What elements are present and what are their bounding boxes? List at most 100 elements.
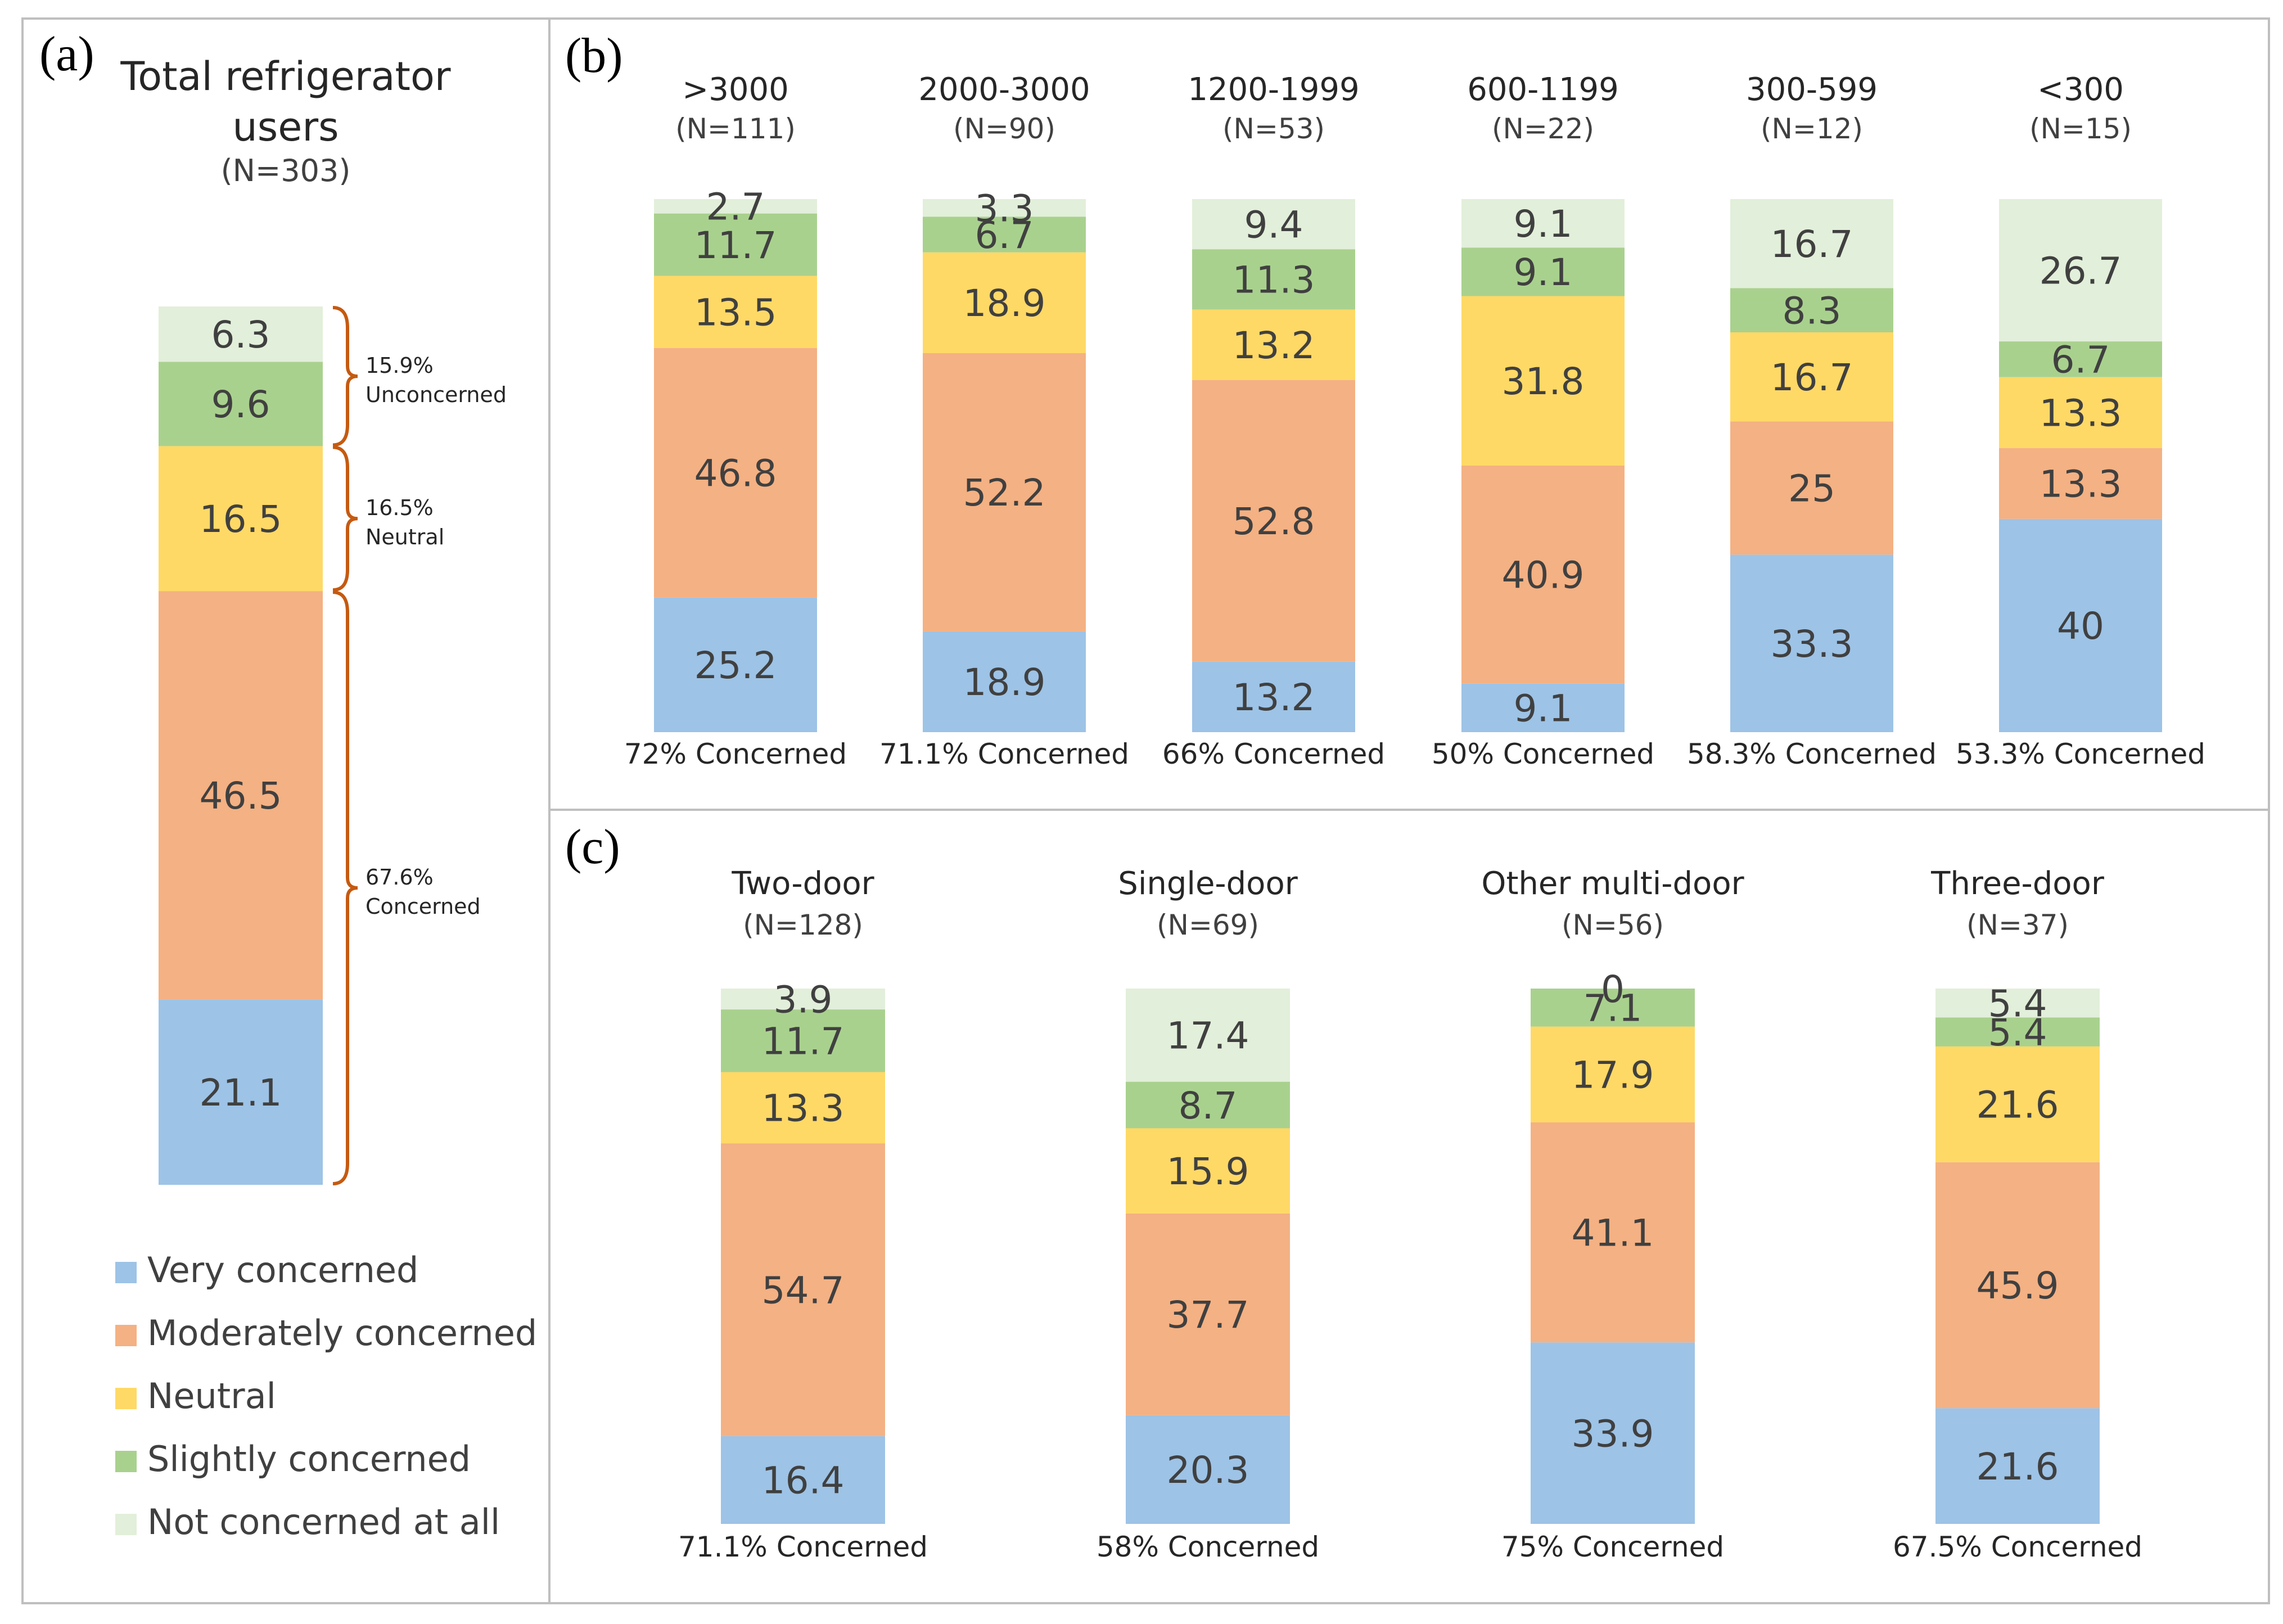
panel-c-bar-2-segment-1	[1126, 1415, 1290, 1524]
panel-c-bar-2-value-label-4: 8.7	[1179, 1084, 1238, 1127]
panel-b-bar-2-segment-4	[923, 216, 1086, 252]
panel-c-bar-1-value-label-4: 11.7	[762, 1020, 845, 1063]
legend-label: Moderately concerned	[147, 1312, 537, 1354]
legend: Very concerned Moderately concerned Neutra…	[115, 1249, 537, 1542]
panel-b-bar-1-segment-4	[654, 213, 817, 276]
panel-b-category-label: 2000-3000	[918, 71, 1090, 108]
panel-c-concerned-label: 58% Concerned	[1097, 1531, 1319, 1563]
panel-b-bar-1-value-label-5: 2.7	[706, 186, 765, 229]
panel-c-bar-3-segment-2	[1531, 1122, 1695, 1343]
panel-c-bar-4-value-label-4: 5.4	[1988, 1011, 2047, 1054]
panel-c-concerned-label: 71.1% Concerned	[678, 1531, 928, 1563]
panel-b-bar-3-value-label-2: 52.8	[1233, 500, 1315, 543]
panel-b-bar-1-segment-1	[654, 597, 817, 732]
panel-c-bar-4-value-label-3: 21.6	[1977, 1084, 2059, 1127]
panel-b-n-label: (N=53)	[1222, 112, 1325, 145]
panel-c-n-label: (N=56)	[1562, 909, 1664, 941]
panel-b-bar-5-segment-2	[1730, 421, 1893, 555]
panel-b-bar-6-value-label-3: 13.3	[2040, 391, 2122, 435]
panel-b-bar-2-segment-1	[923, 631, 1086, 732]
panel-b-n-label: (N=15)	[2029, 112, 2132, 145]
panel-c-concerned-label: 67.5% Concerned	[1893, 1531, 2142, 1563]
panel-a-bar-value-label-1: 21.1	[200, 1071, 282, 1115]
panel-b-n-label: (N=111)	[675, 112, 796, 145]
panel-b-concerned-label: 66% Concerned	[1162, 738, 1385, 770]
panel-b-bar-4-segment-5	[1461, 199, 1625, 248]
panel-c-bar-3-value-label-5: 0	[1601, 968, 1625, 1011]
panel-b-bar-4-value-label-1: 9.1	[1514, 687, 1573, 730]
panel-a-bracket-1	[332, 306, 358, 447]
panel-b-bar-2-value-label-5: 3.3	[975, 187, 1034, 230]
panel-a-bracket-3	[332, 590, 358, 1185]
panel-c-bar-2-value-label-2: 37.7	[1167, 1293, 1249, 1337]
panel-a-bracket-label-3: Concerned	[366, 894, 481, 919]
panel-c-bar-2-value-label-1: 20.3	[1167, 1449, 1249, 1492]
panel-b-concerned-label: 50% Concerned	[1432, 738, 1654, 770]
panel-b-bar-3-value-label-5: 9.4	[1244, 203, 1303, 246]
panel-c-bar-2-segment-2	[1126, 1213, 1290, 1415]
panel-c-bar-4-value-label-5: 5.4	[1988, 982, 2047, 1025]
panel-a-bar-value-label-4: 9.6	[211, 383, 270, 426]
panel-b-bar-5-value-label-4: 8.3	[1783, 289, 1842, 332]
panel-b-bar-1-segment-2	[654, 348, 817, 598]
panel-b-concerned-label: 58.3% Concerned	[1687, 738, 1937, 770]
panel-b-bar-3-segment-1	[1192, 661, 1355, 732]
panel-b-letter: (b)	[565, 29, 623, 83]
panel-c-bar-4-segment-4	[1935, 1017, 2100, 1046]
legend-swatch	[115, 1388, 137, 1409]
panel-b-n-label: (N=12)	[1761, 112, 1863, 145]
panel-b-bar-2-segment-2	[923, 353, 1086, 631]
panel-b-bar-4-value-label-2: 40.9	[1502, 554, 1585, 597]
panel-b-bar-6-value-label-2: 13.3	[2040, 463, 2122, 506]
panel-c-bar-1-value-label-2: 54.7	[762, 1269, 845, 1312]
panel-b-bar-3-segment-2	[1192, 380, 1355, 662]
panel-b-bar-1-segment-3	[654, 276, 817, 348]
panel-c-bar-1-segment-4	[721, 1009, 885, 1072]
panel-c-bar-3-segment-1	[1531, 1342, 1695, 1524]
panel-c-bar-1-segment-5	[721, 989, 885, 1010]
panel-b-bar-2-value-label-1: 18.9	[963, 661, 1046, 704]
panel-a-n-label: (N=303)	[221, 153, 351, 188]
panel-b-category-label: 1200-1999	[1188, 71, 1359, 108]
panel-b-bar-3-value-label-3: 13.2	[1233, 324, 1315, 367]
panel-b-bar-5-segment-3	[1730, 332, 1893, 422]
panel-c-bar-3-value-label-4: 7.1	[1583, 987, 1643, 1030]
panel-b-bar-2-value-label-3: 18.9	[963, 282, 1046, 325]
panel-b-bar-6-value-label-1: 40	[2057, 605, 2104, 648]
panel-b-bar-5-value-label-2: 25	[1788, 467, 1835, 511]
panel-c-bar-2-segment-5	[1126, 989, 1290, 1082]
panel-c-bar-3-segment-4	[1531, 989, 1695, 1027]
panel-b-bar-1-value-label-4: 11.7	[694, 224, 777, 267]
panel-a-bar-segment-1	[159, 999, 323, 1185]
panel-c-category-label: Three-door	[1930, 865, 2105, 902]
panel-c-bar-3-value-label-2: 41.1	[1572, 1211, 1654, 1255]
panel-a-bracket-pct-3: 67.6%	[366, 865, 434, 890]
panel-c-n-label: (N=128)	[743, 909, 863, 941]
panel-b-bar-2-segment-5	[923, 199, 1086, 217]
panel-c-category-label: Single-door	[1118, 865, 1298, 902]
panel-b-category-label: 300-599	[1746, 71, 1878, 108]
panel-c-bar-3-value-label-3: 17.9	[1572, 1054, 1654, 1097]
panel-c-category-label: Other multi-door	[1481, 865, 1744, 902]
panel-b-bar-5-value-label-3: 16.7	[1771, 356, 1853, 399]
legend-label: Neutral	[147, 1375, 276, 1417]
panel-c-bar-2-segment-4	[1126, 1081, 1290, 1129]
panel-c-bar-1-value-label-1: 16.4	[762, 1459, 845, 1503]
panel-b-concerned-label: 72% Concerned	[624, 738, 847, 770]
panel-a-bracket-label-1: Unconcerned	[366, 382, 507, 407]
panel-c-n-label: (N=69)	[1157, 909, 1259, 941]
panel-a-bar-segment-2	[159, 591, 323, 1000]
panel-b-concerned-label: 71.1% Concerned	[879, 738, 1129, 770]
panel-b-bar-4-value-label-4: 9.1	[1514, 251, 1573, 294]
panel-c-bar-4-segment-2	[1935, 1162, 2100, 1409]
legend-swatch	[115, 1325, 137, 1346]
panel-b-bar-4-segment-4	[1461, 247, 1625, 296]
panel-b-bar-2-value-label-2: 52.2	[963, 471, 1046, 515]
panel-c-bar-4-segment-1	[1935, 1408, 2100, 1524]
panel-a-bracket-pct-2: 16.5%	[366, 495, 434, 520]
panel-b-bar-3-value-label-1: 13.2	[1233, 676, 1315, 719]
panel-c-bar-2-value-label-5: 17.4	[1167, 1014, 1249, 1058]
panel-b-bar-2-value-label-4: 6.7	[975, 214, 1034, 257]
legend-swatch	[115, 1514, 137, 1535]
